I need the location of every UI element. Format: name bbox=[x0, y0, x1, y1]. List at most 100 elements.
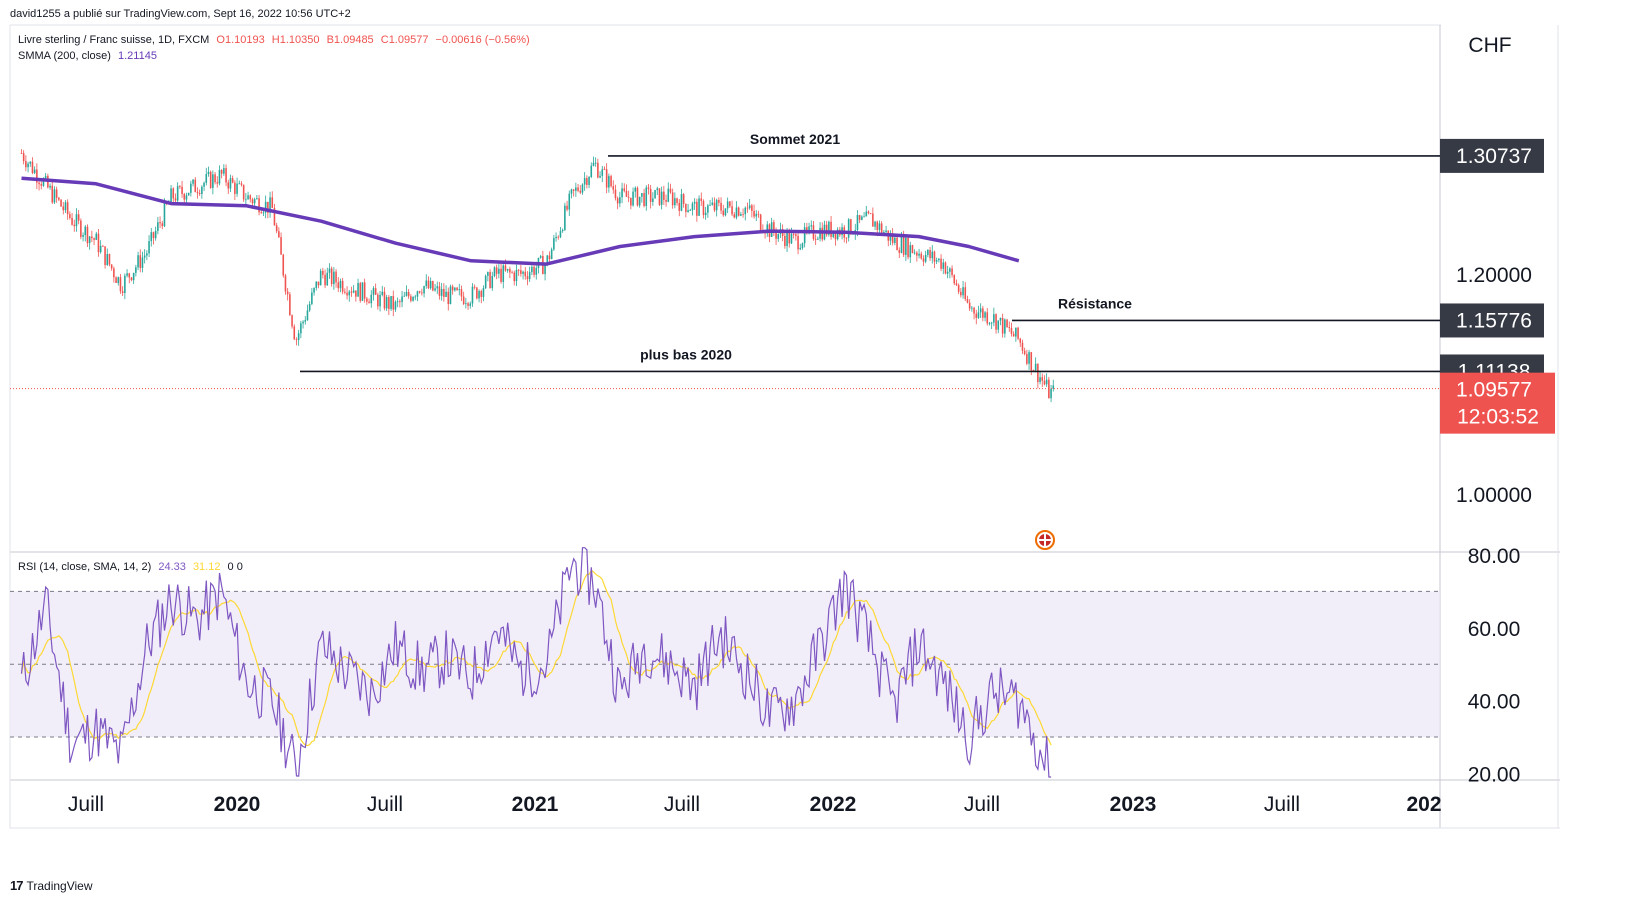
candle-down bbox=[929, 249, 931, 259]
candle-down bbox=[410, 296, 412, 301]
candle-up bbox=[531, 266, 533, 273]
candle-up bbox=[691, 203, 694, 211]
candle-up bbox=[550, 249, 553, 260]
candle-up bbox=[570, 189, 573, 194]
candle-down bbox=[1021, 342, 1024, 351]
candle-down bbox=[951, 268, 953, 276]
candle-up bbox=[124, 275, 126, 294]
candle-up bbox=[885, 230, 887, 232]
candle-down bbox=[62, 206, 65, 211]
candle-up bbox=[997, 320, 1000, 330]
candle-down bbox=[916, 252, 918, 256]
level-label: plus bas 2020 bbox=[640, 346, 732, 362]
candle-down bbox=[775, 232, 777, 239]
candle-up bbox=[135, 267, 137, 273]
candle-down bbox=[271, 197, 274, 208]
candle-down bbox=[38, 182, 40, 185]
candle-up bbox=[599, 175, 601, 178]
candle-down bbox=[612, 186, 615, 190]
candle-down bbox=[753, 210, 755, 217]
candle-down bbox=[982, 308, 984, 318]
candle-down bbox=[995, 314, 997, 330]
candle-up bbox=[487, 272, 489, 276]
candle-down bbox=[240, 183, 243, 185]
candle-down bbox=[216, 182, 219, 184]
candle-down bbox=[275, 225, 278, 232]
candle-down bbox=[649, 188, 652, 202]
candle-down bbox=[720, 202, 722, 211]
candle-down bbox=[1001, 317, 1004, 334]
candle-down bbox=[729, 201, 731, 207]
candle-up bbox=[817, 238, 819, 240]
candle-up bbox=[707, 205, 709, 213]
candle-down bbox=[986, 312, 989, 324]
candle-down bbox=[834, 232, 837, 240]
candle-up bbox=[148, 241, 150, 254]
candle-up bbox=[1050, 388, 1052, 399]
candle-up bbox=[297, 333, 300, 340]
candle-down bbox=[682, 194, 685, 204]
candle-up bbox=[201, 186, 203, 194]
candle-down bbox=[377, 294, 379, 307]
brand-name: TradingView bbox=[26, 878, 93, 893]
candle-up bbox=[575, 187, 577, 191]
candle-down bbox=[161, 223, 164, 227]
candle-up bbox=[522, 271, 524, 274]
candle-down bbox=[850, 219, 852, 234]
candle-down bbox=[896, 237, 898, 251]
candle-up bbox=[962, 287, 964, 296]
candle-down bbox=[363, 282, 366, 299]
candle-down bbox=[407, 291, 410, 297]
candle-down bbox=[51, 185, 54, 203]
candle-up bbox=[583, 178, 586, 185]
candle-up bbox=[740, 214, 742, 216]
candle-down bbox=[746, 207, 749, 209]
candle-down bbox=[577, 187, 579, 191]
candle-down bbox=[702, 200, 705, 216]
candle-up bbox=[693, 201, 696, 204]
candle-up bbox=[924, 254, 927, 262]
candle-up bbox=[588, 176, 590, 185]
candle-up bbox=[1034, 363, 1037, 371]
candle-down bbox=[181, 186, 183, 194]
candle-up bbox=[748, 205, 751, 209]
candle-up bbox=[619, 197, 621, 204]
candle-down bbox=[1043, 380, 1046, 385]
candle-down bbox=[876, 221, 879, 230]
candle-up bbox=[339, 280, 342, 289]
candle-down bbox=[273, 207, 276, 226]
candle-down bbox=[907, 237, 909, 258]
candle-up bbox=[608, 176, 610, 188]
candle-down bbox=[399, 301, 401, 303]
candle-up bbox=[861, 216, 863, 220]
candle-up bbox=[553, 238, 555, 250]
candle-down bbox=[231, 178, 234, 183]
candle-up bbox=[361, 282, 364, 301]
candle-down bbox=[225, 168, 227, 183]
candle-down bbox=[258, 198, 260, 213]
candle-up bbox=[711, 202, 714, 205]
candle-up bbox=[245, 199, 247, 201]
candle-down bbox=[66, 202, 69, 215]
candle-up bbox=[979, 308, 982, 313]
candle-down bbox=[341, 280, 344, 292]
close-value: C1.09577 bbox=[380, 34, 429, 46]
candle-down bbox=[480, 291, 483, 297]
candle-up bbox=[878, 223, 881, 230]
footer-brand[interactable]: 17 TradingView bbox=[10, 878, 93, 893]
candle-down bbox=[504, 265, 507, 271]
candle-down bbox=[456, 287, 458, 291]
candle-down bbox=[473, 286, 476, 288]
smma-value: 1.21145 bbox=[117, 50, 157, 62]
candle-down bbox=[960, 291, 962, 296]
candle-up bbox=[143, 255, 146, 258]
candle-down bbox=[284, 275, 287, 292]
time-tick-label: 2020 bbox=[214, 793, 261, 816]
candle-up bbox=[894, 237, 896, 243]
candle-up bbox=[634, 187, 637, 192]
candle-up bbox=[146, 253, 148, 256]
candle-up bbox=[238, 183, 241, 185]
candle-up bbox=[95, 233, 98, 240]
candle-down bbox=[128, 273, 131, 278]
